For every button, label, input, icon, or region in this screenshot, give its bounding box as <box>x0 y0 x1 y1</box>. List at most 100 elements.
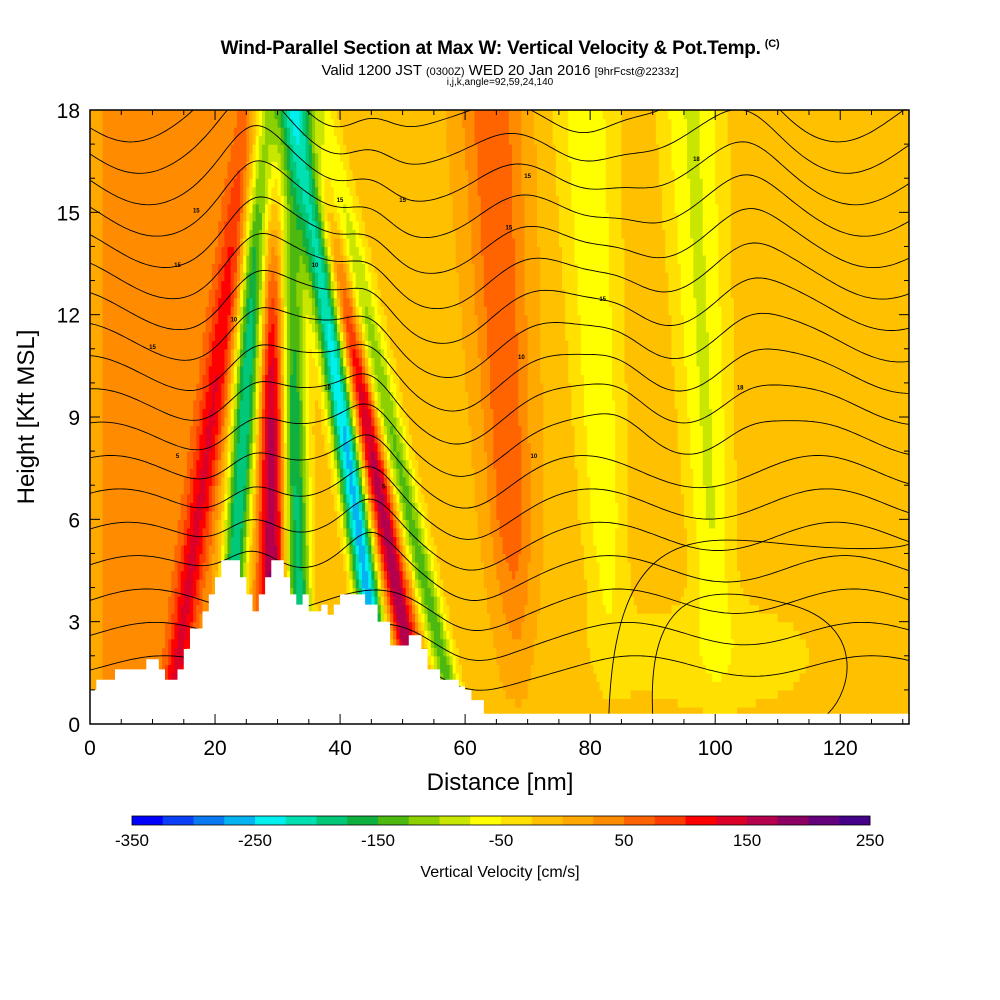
velocity-cell <box>374 493 379 503</box>
velocity-cell <box>249 178 254 188</box>
velocity-cell <box>512 229 526 239</box>
velocity-cell <box>302 553 307 563</box>
velocity-cell <box>355 579 360 589</box>
velocity-cell <box>277 348 282 358</box>
velocity-cell <box>343 442 351 452</box>
velocity-cell <box>230 289 235 299</box>
velocity-cell <box>593 664 707 674</box>
velocity-cell <box>277 493 282 503</box>
velocity-cell <box>333 212 341 222</box>
velocity-cell <box>377 468 382 478</box>
velocity-cell <box>627 468 682 478</box>
velocity-cell <box>358 579 363 589</box>
velocity-cell <box>380 340 388 350</box>
velocity-cell <box>308 127 313 137</box>
velocity-cell <box>612 348 626 358</box>
velocity-cell <box>249 110 254 120</box>
velocity-cell <box>102 135 235 145</box>
velocity-cell <box>530 544 544 555</box>
velocity-cell <box>468 212 482 222</box>
velocity-cell <box>727 604 760 614</box>
velocity-cell <box>215 417 219 427</box>
velocity-cell <box>518 331 529 341</box>
velocity-cell <box>699 579 729 589</box>
velocity-cell <box>265 425 269 435</box>
velocity-cell <box>302 297 313 307</box>
velocity-cell <box>233 382 238 393</box>
velocity-cell <box>218 417 222 427</box>
velocity-cell <box>530 519 544 529</box>
velocity-cell <box>283 451 288 461</box>
velocity-cell <box>349 451 354 461</box>
velocity-cell <box>90 434 104 444</box>
velocity-cell <box>452 672 457 682</box>
velocity-cell <box>308 118 313 128</box>
velocity-cell <box>252 203 257 213</box>
velocity-cell <box>102 314 207 324</box>
velocity-cell <box>102 246 216 256</box>
velocity-cell <box>737 459 909 469</box>
velocity-cell <box>286 152 291 162</box>
velocity-cell <box>258 203 266 213</box>
velocity-cell <box>299 357 304 367</box>
velocity-cell <box>386 510 391 520</box>
velocity-cell <box>474 263 485 273</box>
velocity-cell <box>355 527 363 537</box>
velocity-cell <box>286 331 291 341</box>
velocity-cell <box>240 254 244 265</box>
velocity-cell <box>627 451 682 461</box>
velocity-cell <box>265 263 269 273</box>
velocity-cell <box>355 331 360 341</box>
velocity-cell <box>490 502 497 512</box>
velocity-cell <box>90 382 104 393</box>
velocity-cell <box>215 408 219 418</box>
velocity-cell <box>230 331 235 341</box>
velocity-cell <box>286 502 291 512</box>
velocity-cell <box>374 306 379 316</box>
velocity-cell <box>265 417 269 427</box>
velocity-cell <box>280 485 285 495</box>
velocity-cell <box>530 502 544 512</box>
velocity-cell <box>246 323 254 333</box>
velocity-cell <box>280 382 285 393</box>
velocity-cell <box>483 408 494 418</box>
velocity-cell <box>193 417 201 427</box>
velocity-cell <box>90 195 104 205</box>
velocity-cell <box>302 459 307 469</box>
velocity-cell <box>230 314 235 324</box>
velocity-cell <box>749 596 909 606</box>
velocity-cell <box>424 638 429 648</box>
velocity-cell <box>224 272 232 282</box>
velocity-cell <box>396 468 401 478</box>
velocity-cell <box>355 459 360 469</box>
velocity-cell <box>258 579 263 589</box>
velocity-cell <box>315 280 319 290</box>
velocity-cell <box>408 570 413 580</box>
velocity-cell <box>280 314 285 324</box>
velocity-cell <box>230 519 235 529</box>
velocity-cell <box>230 417 235 427</box>
velocity-cell <box>355 289 360 299</box>
velocity-cell <box>593 519 619 529</box>
velocity-cell <box>265 272 269 282</box>
velocity-cell <box>205 579 213 589</box>
velocity-cell <box>321 186 326 196</box>
velocity-cell <box>255 570 260 580</box>
velocity-cell <box>286 280 291 290</box>
velocity-cell <box>280 169 285 179</box>
velocity-cell <box>240 434 247 444</box>
velocity-cell <box>587 579 601 589</box>
velocity-cell <box>424 604 429 614</box>
velocity-cell <box>468 195 482 205</box>
velocity-cell <box>246 485 251 495</box>
velocity-cell <box>246 203 251 213</box>
velocity-cell <box>202 596 210 606</box>
velocity-cell <box>558 237 576 248</box>
velocity-cell <box>255 408 260 418</box>
velocity-cell <box>168 613 172 623</box>
velocity-cell <box>371 254 457 265</box>
velocity-cell <box>249 519 254 529</box>
velocity-cell <box>577 485 591 495</box>
velocity-cell <box>290 340 301 350</box>
velocity-cell <box>268 246 272 256</box>
